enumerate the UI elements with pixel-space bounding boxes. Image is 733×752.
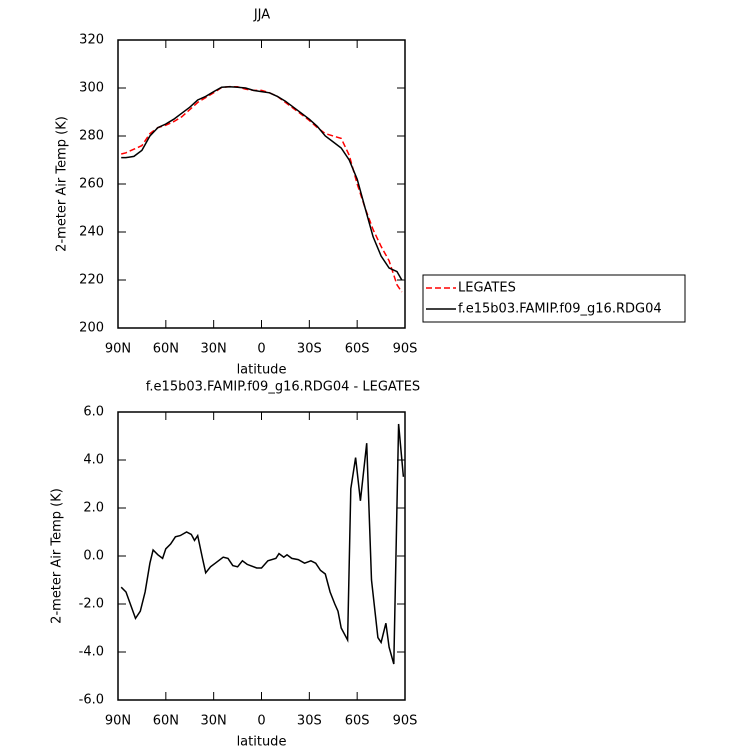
y-tick-label: 0.0 bbox=[83, 549, 104, 564]
x-tick-label: 0 bbox=[257, 342, 265, 357]
y-tick-label: -4.0 bbox=[79, 645, 104, 660]
y-axis-label: 2-meter Air Temp (K) bbox=[55, 116, 70, 252]
y-tick-label: -6.0 bbox=[79, 693, 104, 708]
x-tick-label: 60N bbox=[153, 714, 179, 729]
x-tick-label: 30S bbox=[297, 714, 322, 729]
plot-frame bbox=[117, 39, 406, 329]
y-axis-label: 2-meter Air Temp (K) bbox=[50, 488, 65, 624]
y-tick-label: 2.0 bbox=[83, 501, 104, 516]
x-tick-label: 90S bbox=[393, 342, 418, 357]
x-tick-label: 60S bbox=[345, 342, 370, 357]
x-tick-label: 30S bbox=[297, 342, 322, 357]
y-tick-label: 200 bbox=[79, 321, 104, 336]
x-axis-label: latitude bbox=[237, 363, 287, 378]
x-tick-label: 90S bbox=[393, 714, 418, 729]
x-axis-label: latitude bbox=[237, 735, 287, 750]
x-tick-label: 0 bbox=[257, 714, 265, 729]
y-tick-label: 220 bbox=[79, 273, 104, 288]
y-tick-label: 260 bbox=[79, 177, 104, 192]
legend-label: LEGATES bbox=[458, 281, 516, 296]
y-tick-label: 240 bbox=[79, 225, 104, 240]
legend-box bbox=[422, 274, 686, 323]
y-tick-label: 300 bbox=[79, 81, 104, 96]
x-tick-label: 60S bbox=[345, 714, 370, 729]
plot-frame bbox=[117, 411, 406, 701]
x-tick-label: 60N bbox=[153, 342, 179, 357]
data-line bbox=[120, 423, 405, 665]
x-tick-label: 30N bbox=[201, 714, 227, 729]
chart-title: f.e15b03.FAMIP.f09_g16.RDG04 - LEGATES bbox=[146, 380, 420, 395]
data-line bbox=[121, 85, 403, 293]
y-tick-label: -2.0 bbox=[79, 597, 104, 612]
y-tick-label: 320 bbox=[79, 33, 104, 48]
x-tick-label: 90N bbox=[105, 714, 131, 729]
y-tick-label: 4.0 bbox=[83, 453, 104, 468]
chart-title: JJA bbox=[253, 8, 270, 23]
y-tick-label: 6.0 bbox=[83, 405, 104, 420]
data-line bbox=[121, 86, 403, 281]
x-tick-label: 90N bbox=[105, 342, 131, 357]
legend-label: f.e15b03.FAMIP.f09_g16.RDG04 bbox=[458, 302, 662, 317]
x-tick-label: 30N bbox=[201, 342, 227, 357]
y-tick-label: 280 bbox=[79, 129, 104, 144]
